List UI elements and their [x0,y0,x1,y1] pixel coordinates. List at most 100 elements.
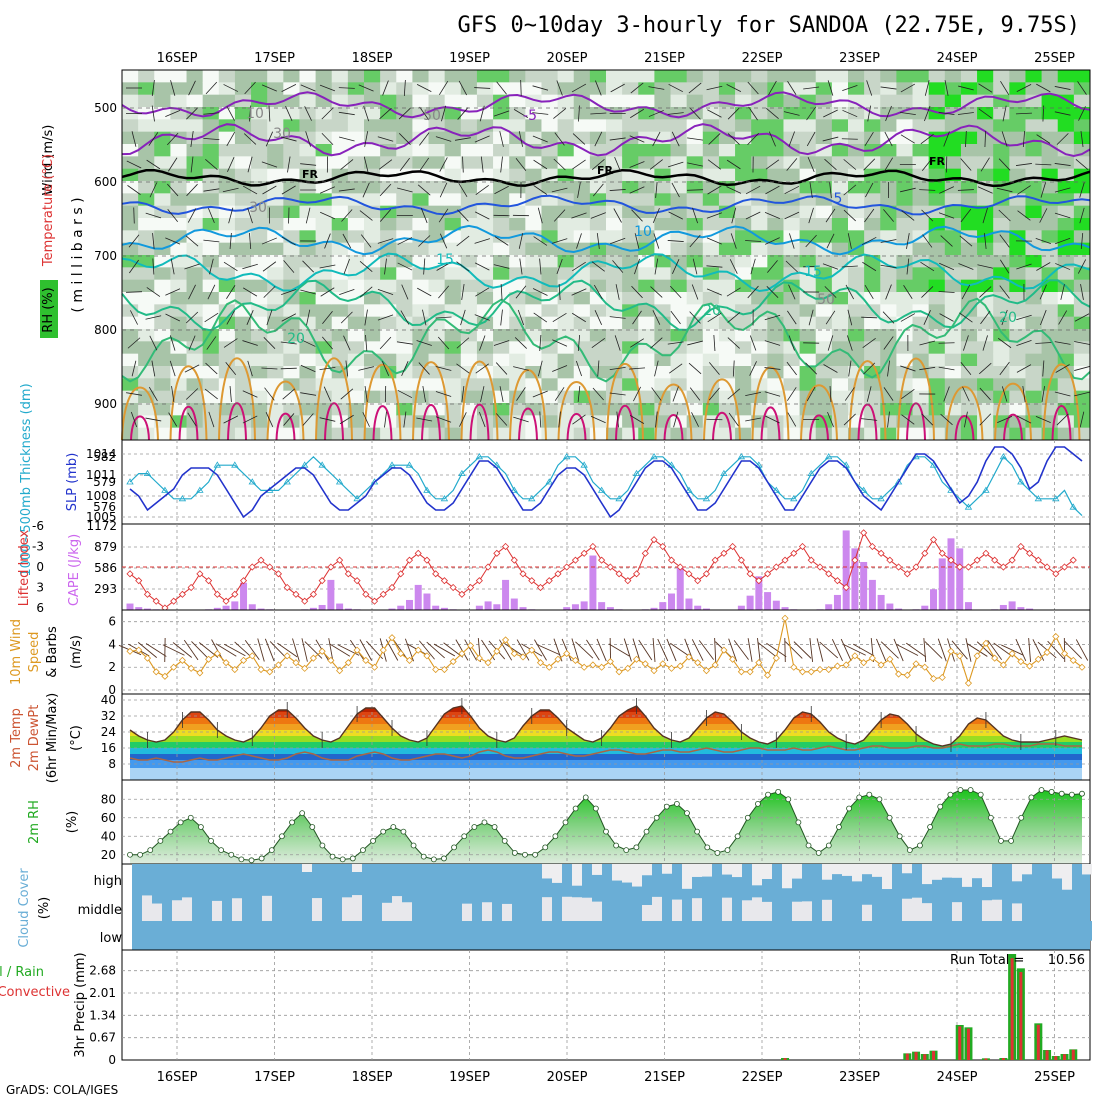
rh-cell [864,82,881,95]
rh-point [512,850,517,855]
rh-cell [719,292,736,305]
cloud-low [402,921,412,947]
rh-cell [138,378,155,391]
rh-cell [574,366,591,379]
rh-cell [396,119,413,132]
rh-cell [800,156,817,169]
rh-cell [1058,132,1075,145]
rh-cell [945,354,962,367]
rh-cell [380,391,397,404]
rh-cell [235,218,252,231]
rh-cell [880,329,897,342]
rh-point [502,838,507,843]
rh-cell [1042,156,1059,169]
rh-cell [880,95,897,108]
rh-point [664,804,669,809]
pressure-tick: 900 [94,397,117,411]
rh-point [614,843,619,848]
rh-cell [1042,70,1059,83]
rh-cell [203,144,220,157]
cloud-gap-middle [382,903,392,921]
cloud-low [942,921,952,937]
cloud-gap-middle [152,904,162,921]
rh-cell [429,329,446,342]
rh-point [168,829,173,834]
rh-cell [138,317,155,330]
rh-cell [396,95,413,108]
cloud-low [162,921,172,947]
cloud-low [862,921,872,947]
rh-cell [767,354,784,367]
rh-cell [493,218,510,231]
rh-cell [671,304,688,317]
cloud-low [132,921,142,947]
cloud-gap-high [932,864,942,880]
rh-cell [751,218,768,231]
rh-cell [558,169,575,182]
rh-cell [332,119,349,132]
cape-bar [502,580,509,610]
cloud-band [132,893,1090,921]
rh-cell [251,378,268,391]
rh-cell [622,144,639,157]
rh-cell [1025,317,1042,330]
rh-cell [348,70,365,83]
rh-cell [122,317,139,330]
rh-cell [493,267,510,280]
rh-cell [751,354,768,367]
rh-cell [638,82,655,95]
rh-point [978,792,983,797]
rh-cell [332,255,349,268]
rh-cell [1025,255,1042,268]
slp-tick: 1011 [86,468,117,482]
cloud-gap-middle [182,897,192,921]
rh-cell [574,354,591,367]
cloud-low [712,921,722,947]
rh-point [654,815,659,820]
cloud-low [802,921,812,947]
wind10-label-b: Speed [27,632,42,673]
cloud-low [1022,921,1032,940]
rh-cell [622,415,639,428]
rh-point [1009,838,1014,843]
rh-cell [848,119,865,132]
contour-label: FR [302,168,319,181]
rh-cell [671,119,688,132]
rh-cell [122,267,139,280]
rh-cell [574,119,591,132]
rh-cell [1025,267,1042,280]
precip-panel: 2.682.011.340.670 Run Total = 10.56 Tota… [0,950,1090,1067]
rh-cell [671,354,688,367]
cloud-low [532,921,542,947]
cloud-low [152,921,162,947]
rh-cell [558,317,575,330]
rh-cell [235,243,252,256]
rh-cell [332,82,349,95]
rh-cell [574,304,591,317]
cloud-gap-high [882,864,892,889]
rh-cell [961,70,978,83]
rh-cell [412,304,429,317]
rh-cell [364,119,381,132]
rh-cell [1025,391,1042,404]
rh-cell [1009,82,1026,95]
cloud-low [702,921,712,947]
rh-cell [122,329,139,342]
rh-cell [1074,280,1091,293]
cape-label: CAPE (J/kg) [67,534,82,606]
top-date-17SEP: 17SEP [254,51,295,66]
rh-cell [735,391,752,404]
rh-cell [945,366,962,379]
rh-point [371,838,376,843]
rh-cell [267,243,284,256]
pressure-tick: 700 [94,249,117,263]
rh-point [1029,795,1034,800]
rh2m-label: 2m RH [27,800,42,844]
cloud-low [602,921,612,947]
rh-cell [735,70,752,83]
rh-cell [170,292,187,305]
pressure-tick: 500 [94,101,117,115]
rh-point [128,852,133,857]
rh-cell [122,206,139,219]
rh-cell [461,230,478,243]
